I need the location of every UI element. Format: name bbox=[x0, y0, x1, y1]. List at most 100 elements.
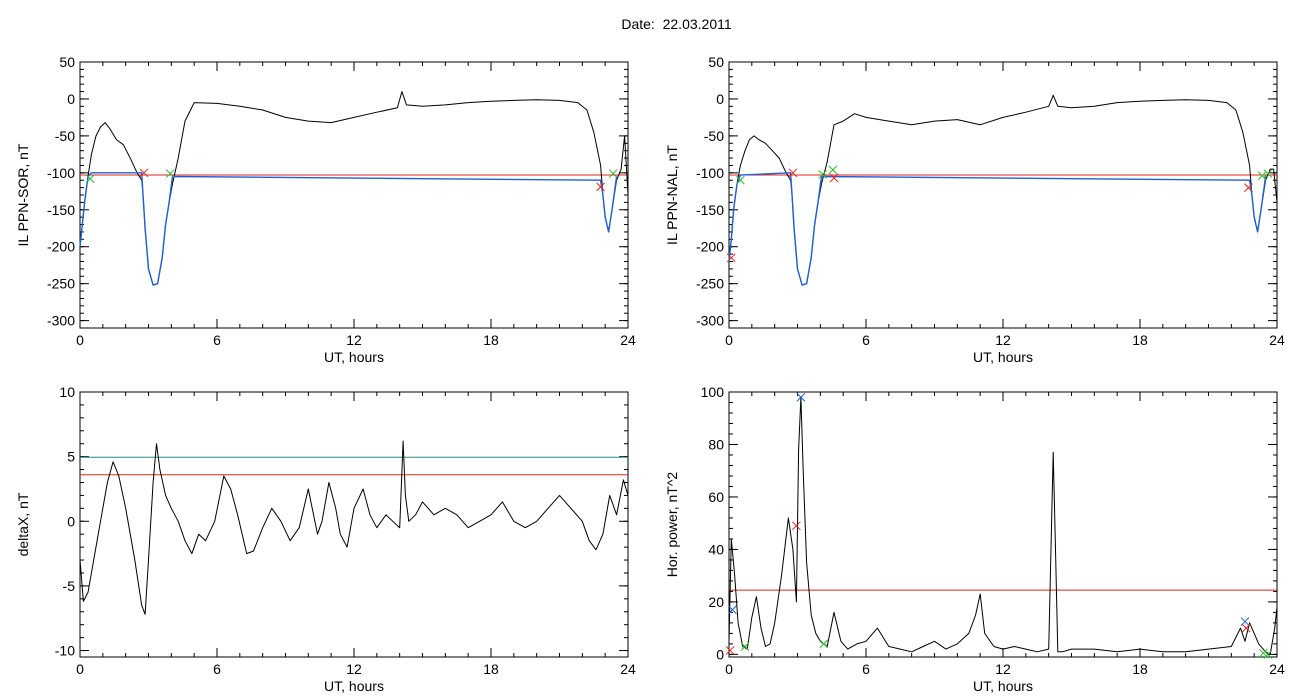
y-tick-label: -10 bbox=[55, 643, 75, 659]
y-tick-label: 50 bbox=[708, 54, 724, 70]
x-tick-label: 6 bbox=[213, 661, 221, 677]
x-tick-label: 24 bbox=[620, 332, 636, 348]
x-tick-label: 0 bbox=[725, 661, 733, 677]
x-tick-label: 18 bbox=[483, 661, 499, 677]
x-tick-label: 12 bbox=[995, 661, 1011, 677]
y-tick-label: 40 bbox=[708, 541, 724, 557]
x-tick-label: 6 bbox=[862, 332, 870, 348]
x-marker bbox=[829, 173, 839, 183]
x-marker bbox=[165, 169, 175, 178]
x-marker bbox=[788, 168, 798, 178]
y-tick-label: -150 bbox=[696, 202, 724, 218]
x-tick-label: 0 bbox=[725, 332, 733, 348]
x-marker-stroke bbox=[1258, 648, 1268, 658]
x-marker-stroke bbox=[829, 173, 839, 183]
x-marker-stroke bbox=[596, 182, 605, 192]
x-marker-stroke bbox=[796, 392, 806, 402]
x-marker bbox=[85, 174, 95, 184]
x-marker bbox=[1257, 171, 1267, 181]
y-tick-label: -200 bbox=[47, 239, 75, 255]
x-marker-stroke bbox=[1257, 171, 1267, 181]
x-marker-stroke bbox=[725, 646, 735, 655]
x-axis-label: UT, hours bbox=[324, 349, 384, 365]
series-line-2 bbox=[79, 172, 618, 286]
y-tick-label: -250 bbox=[696, 276, 724, 292]
x-marker bbox=[736, 175, 745, 185]
x-marker-stroke bbox=[1263, 169, 1273, 178]
y-tick-label: 0 bbox=[67, 513, 75, 529]
y-axis-label: IL PPN-NAL, nT bbox=[664, 145, 680, 245]
x-marker bbox=[828, 165, 838, 175]
x-marker-stroke bbox=[1263, 650, 1273, 659]
y-tick-label: 10 bbox=[59, 384, 75, 400]
series-line-1 bbox=[728, 94, 1278, 286]
y-tick-label: -50 bbox=[704, 128, 724, 144]
x-tick-label: 18 bbox=[483, 332, 499, 348]
x-axis-label: UT, hours bbox=[324, 678, 384, 694]
y-tick-label: 80 bbox=[708, 436, 724, 452]
y-tick-label: 0 bbox=[716, 91, 724, 107]
x-marker bbox=[796, 392, 806, 402]
x-tick-label: 12 bbox=[995, 332, 1011, 348]
plot-frame bbox=[728, 61, 1278, 329]
x-tick-label: 24 bbox=[1269, 332, 1285, 348]
date-label: Date: bbox=[621, 16, 655, 32]
chart-title: Date: 22.03.2011 bbox=[0, 16, 1300, 32]
x-marker bbox=[608, 169, 618, 178]
date-value: 22.03.2011 bbox=[662, 16, 732, 32]
x-marker bbox=[726, 253, 736, 263]
y-axis-label: Hor. power, nT^2 bbox=[664, 472, 680, 578]
y-tick-label: -200 bbox=[696, 239, 724, 255]
x-marker bbox=[819, 639, 829, 649]
y-tick-label: 5 bbox=[67, 449, 75, 465]
y-tick-label: 100 bbox=[701, 384, 725, 400]
x-tick-label: 24 bbox=[1269, 661, 1285, 677]
x-marker-stroke bbox=[165, 169, 175, 178]
x-tick-label: 6 bbox=[862, 661, 870, 677]
x-marker-stroke bbox=[726, 253, 736, 263]
x-marker-stroke bbox=[828, 165, 838, 175]
x-axis-label: UT, hours bbox=[973, 349, 1033, 365]
y-tick-label: -300 bbox=[696, 313, 724, 329]
y-tick-label: -5 bbox=[63, 578, 76, 594]
x-tick-label: 12 bbox=[346, 661, 362, 677]
x-marker-stroke bbox=[1244, 183, 1253, 192]
y-tick-label: 0 bbox=[716, 646, 724, 662]
series-line-1 bbox=[728, 396, 1278, 655]
x-marker bbox=[596, 182, 605, 192]
x-axis-label: UT, hours bbox=[973, 678, 1033, 694]
series-line-2 bbox=[728, 172, 1267, 286]
y-tick-label: 50 bbox=[59, 54, 75, 70]
chart-panel-3: 0 6 12 18 24 -10 -5 0 5 10 UT, hours deltaX, nT bbox=[15, 384, 636, 694]
x-marker bbox=[818, 169, 827, 179]
x-marker-stroke bbox=[788, 168, 798, 178]
series-line-1 bbox=[79, 91, 629, 286]
x-tick-label: 18 bbox=[1132, 661, 1148, 677]
y-tick-label: -150 bbox=[47, 202, 75, 218]
x-marker bbox=[1241, 623, 1251, 633]
x-marker-stroke bbox=[819, 639, 829, 649]
y-tick-label: 60 bbox=[708, 489, 724, 505]
x-marker bbox=[725, 646, 735, 655]
x-marker-stroke bbox=[1241, 623, 1251, 633]
x-marker-stroke bbox=[792, 521, 801, 531]
y-tick-label: -250 bbox=[47, 276, 75, 292]
y-tick-label: 20 bbox=[708, 594, 724, 610]
y-tick-label: -300 bbox=[47, 313, 75, 329]
x-marker bbox=[1263, 650, 1273, 659]
plot-frame bbox=[79, 61, 629, 329]
y-tick-label: 0 bbox=[67, 91, 75, 107]
x-tick-label: 12 bbox=[346, 332, 362, 348]
x-marker-stroke bbox=[740, 642, 750, 651]
x-marker-stroke bbox=[728, 605, 737, 615]
x-marker bbox=[728, 605, 737, 615]
x-marker bbox=[792, 521, 801, 531]
x-marker bbox=[740, 642, 750, 651]
y-axis-label: deltaX, nT bbox=[15, 492, 31, 556]
x-marker-stroke bbox=[818, 169, 827, 179]
x-tick-label: 6 bbox=[213, 332, 221, 348]
x-marker-stroke bbox=[139, 168, 149, 178]
y-tick-label: -100 bbox=[47, 165, 75, 181]
x-marker-stroke bbox=[736, 175, 745, 185]
x-marker bbox=[1244, 183, 1253, 192]
